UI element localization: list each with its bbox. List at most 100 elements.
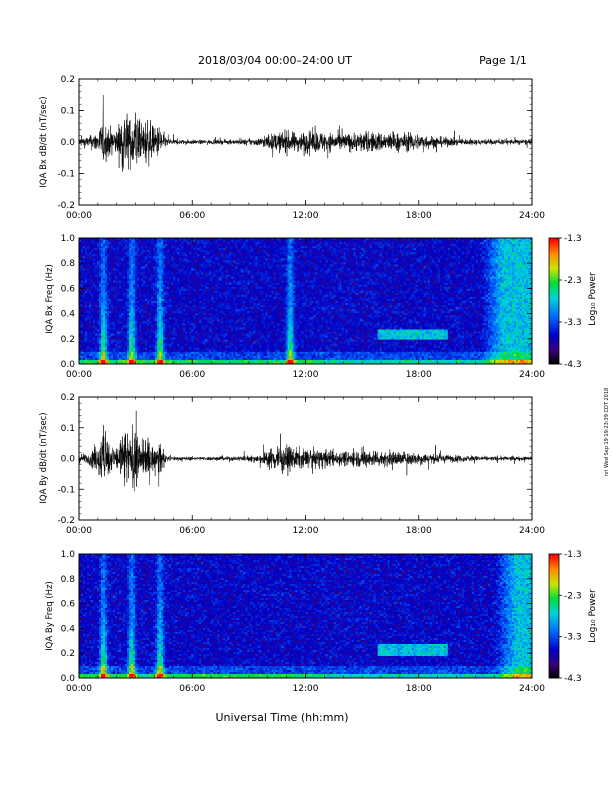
spectrogram-cell [89,268,92,271]
spectrogram-cell [97,329,100,332]
spectrogram-cell [205,298,208,302]
spectrogram-cell [177,292,180,296]
y-tick-label: -0.2 [57,201,75,211]
spectrogram-cell [181,313,184,316]
spectrogram-cell [99,280,102,284]
spectrogram-cell [117,296,120,300]
spectrogram-cell [193,313,196,316]
spectrogram-cell [233,345,236,349]
spectrogram-cell [199,248,202,251]
spectrogram-cell [167,327,170,330]
spectrogram-cell [149,268,152,271]
spectrogram-cell [163,246,166,249]
spectrogram-cell [235,238,238,241]
spectrogram-cell [199,294,202,298]
spectrogram-cell [203,307,206,310]
spectrogram-cell [111,258,114,261]
spectrogram-cell [97,278,100,281]
spectrogram-cell [95,357,98,361]
spectrogram-cell [113,266,116,269]
spectrogram-cell [229,266,232,269]
spectrogram-cell [233,359,236,363]
spectrogram-cell [147,250,150,253]
spectrogram-cell [193,353,196,357]
spectrogram-cell [139,238,142,241]
spectrogram-cell [201,323,204,326]
spectrogram-cell [125,238,128,241]
spectrogram-cell [169,276,172,279]
spectrogram-cell [219,343,222,347]
spectrogram-cell [157,331,160,334]
spectrogram-cell [79,272,82,275]
spectrogram-cell [143,307,146,310]
spectrogram-cell [189,292,192,296]
spectrogram-cell [211,309,214,312]
spectrogram-cell [141,309,144,312]
panel-bx-spectrogram: IQA Bx Freq (Hz) 00:00 06:00 12:00 18:00 24:… [45,234,545,380]
spectrogram-cell [89,345,92,349]
spectrogram-cell [119,256,122,259]
spectrogram-cell [207,349,210,353]
spectrogram-cell [169,343,172,347]
spectrogram-cell [207,288,210,292]
spectrogram-cell [223,262,226,265]
spectrogram-cell [211,268,214,271]
spectrogram-cell [169,319,172,322]
spectrogram-cell [149,298,152,302]
spectrogram-cell [173,278,176,281]
spectrogram-cell [217,335,220,338]
spectrogram-cell [209,321,212,324]
spectrogram-cell [207,309,210,312]
spectrogram-cell [179,355,182,359]
spectrogram-cell [129,361,132,365]
spectrogram-cell [185,321,188,324]
spectrogram-cell [203,361,206,365]
spectrogram-cell [115,357,118,361]
spectrogram-cell [99,244,102,247]
spectrogram-cell [205,335,208,338]
spectrogram-cell [189,286,192,290]
spectrogram-cell [141,240,144,243]
spectrogram-cell [203,315,206,318]
spectrogram-cell [205,305,208,308]
spectrogram-cell [165,341,168,344]
spectrogram-cell [227,353,230,357]
spectrogram-cell [119,262,122,265]
spectrogram-cell [145,351,148,355]
spectrogram-cell [189,298,192,302]
spectrogram-cell [127,327,130,330]
spectrogram-cell [193,321,196,324]
spectrogram-cell [135,351,138,355]
spectrogram-cell [189,303,192,306]
spectrogram-cell [173,298,176,302]
spectrogram-cell [195,333,198,336]
spectrogram-cell [165,296,168,300]
spectrogram-cell [183,290,186,294]
spectrogram-cell [95,282,98,286]
spectrogram-cell [143,268,146,271]
spectrogram-cell [207,353,210,357]
spectrogram-cell [229,238,232,241]
spectrogram-cell [185,325,188,328]
spectrogram-cell [229,341,232,344]
spectrogram-cell [79,252,82,255]
spectrogram-cell [173,317,176,320]
spectrogram-cell [175,290,178,294]
spectrogram-cell [193,252,196,255]
spectrogram-cell [159,238,162,241]
spectrogram-cell [225,260,228,263]
spectrogram-cell [139,353,142,357]
spectrogram-cell [231,313,234,316]
spectrogram-cell [155,238,158,241]
spectrogram-cell [201,357,204,361]
spectrogram-cell [85,329,88,332]
spectrogram-cell [135,315,138,318]
spectrogram-cell [207,341,210,344]
spectrogram-cell [123,311,126,314]
spectrogram-cell [87,272,90,275]
spectrogram-cell [165,250,168,253]
spectrogram-cell [165,282,168,286]
spectrogram-cell [141,266,144,269]
spectrogram-cell [101,353,104,357]
spectrogram-cell [145,262,148,265]
